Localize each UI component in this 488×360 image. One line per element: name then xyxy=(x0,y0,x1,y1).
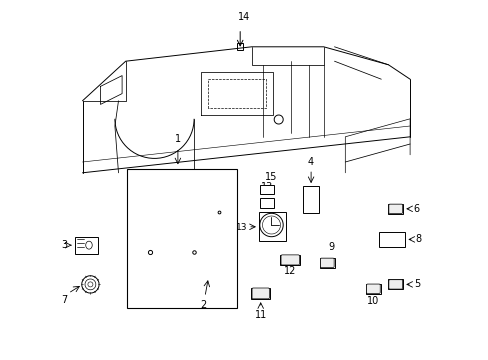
Bar xyxy=(127,169,237,308)
Text: 4: 4 xyxy=(307,157,313,167)
FancyBboxPatch shape xyxy=(388,204,402,213)
Text: 15: 15 xyxy=(264,172,277,182)
Bar xyxy=(379,232,405,247)
Text: 5: 5 xyxy=(413,279,419,289)
Bar xyxy=(303,186,319,213)
Bar xyxy=(260,185,273,194)
Text: 9: 9 xyxy=(327,242,333,252)
Text: 1: 1 xyxy=(175,134,181,144)
FancyBboxPatch shape xyxy=(320,258,333,267)
Bar xyxy=(387,204,403,214)
FancyBboxPatch shape xyxy=(251,288,269,299)
Bar xyxy=(319,258,334,268)
Text: 10: 10 xyxy=(366,296,379,306)
Text: 2: 2 xyxy=(200,300,206,310)
Bar xyxy=(365,284,380,294)
Bar xyxy=(260,198,273,208)
Bar xyxy=(387,279,403,289)
Text: 7: 7 xyxy=(61,295,67,305)
Text: 6: 6 xyxy=(413,204,419,214)
Bar xyxy=(258,212,285,241)
Text: 3: 3 xyxy=(61,240,67,250)
Text: 8: 8 xyxy=(415,234,421,244)
FancyBboxPatch shape xyxy=(281,255,299,265)
Text: 13: 13 xyxy=(260,181,272,192)
Text: 11: 11 xyxy=(254,310,266,320)
FancyBboxPatch shape xyxy=(75,237,98,254)
Text: 13: 13 xyxy=(235,223,247,232)
FancyBboxPatch shape xyxy=(366,284,380,293)
FancyBboxPatch shape xyxy=(388,280,402,289)
Bar xyxy=(237,43,243,50)
Bar xyxy=(280,255,300,265)
Text: 14: 14 xyxy=(238,12,250,22)
Bar xyxy=(251,288,269,299)
Text: 12: 12 xyxy=(284,266,296,276)
